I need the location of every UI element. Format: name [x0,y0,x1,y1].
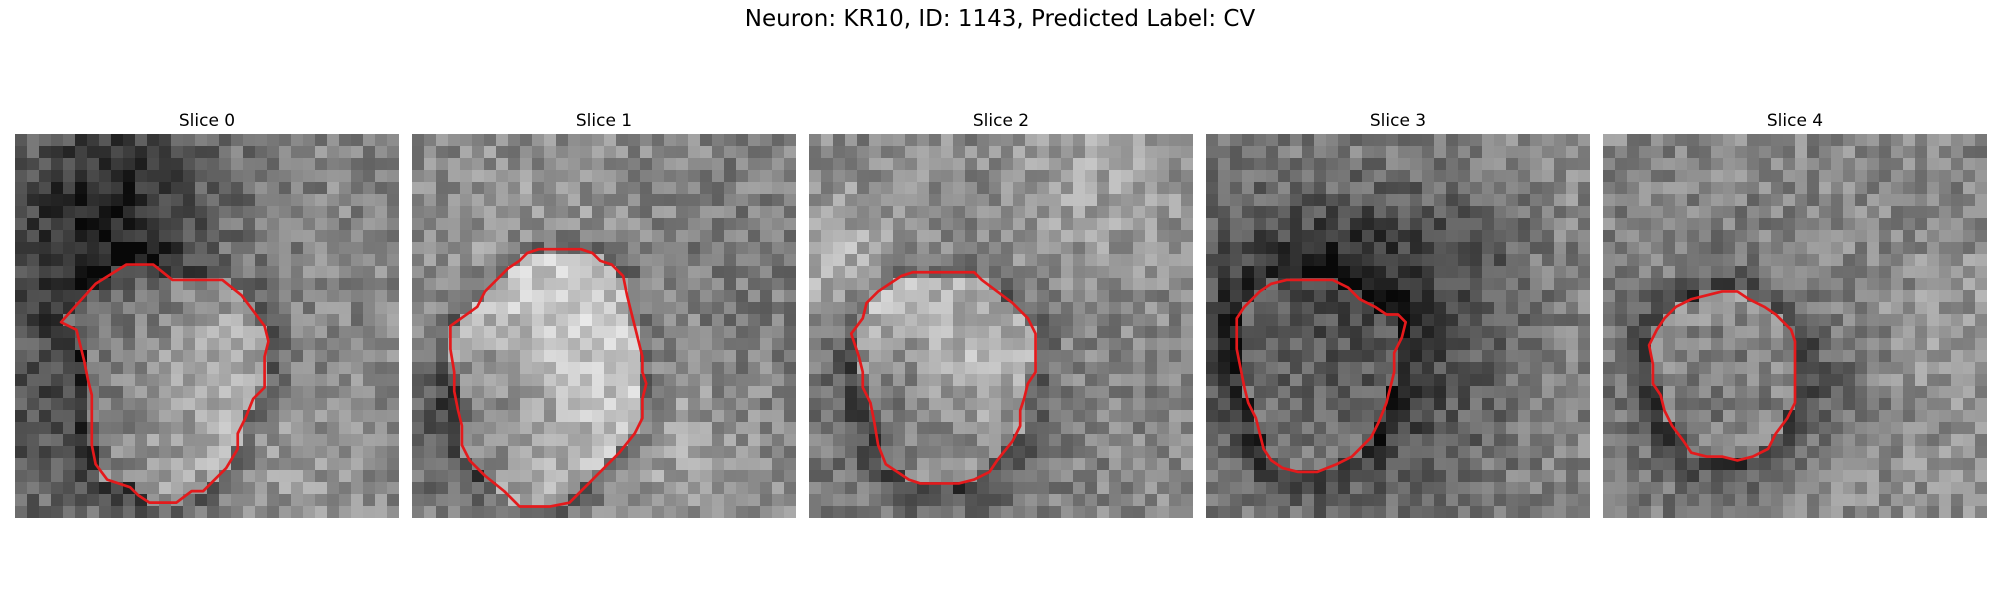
slice-panel-4: Slice 4 [1603,108,1987,518]
slice-image-2 [809,134,1193,518]
slice-panel-2: Slice 2 [809,108,1193,518]
slice-title-2: Slice 2 [972,111,1030,131]
slice-panel-3: Slice 3 [1206,108,1590,518]
slice-title-0: Slice 0 [178,111,236,131]
roi-outline [1235,278,1408,474]
pixel-grid [1603,134,1987,518]
slice-panel-0: Slice 0 [15,108,399,518]
roi-outline [59,263,270,504]
slice-title-3: Slice 3 [1369,111,1427,131]
pixel-grid [1206,134,1590,518]
slice-image-1 [412,134,796,518]
roi-outline [449,247,648,508]
slice-image-4 [1603,134,1987,518]
slice-image-0 [15,134,399,518]
figure-title: Neuron: KR10, ID: 1143, Predicted Label:… [744,6,1256,32]
slice-image-3 [1206,134,1590,518]
slice-title-1: Slice 1 [575,111,633,131]
roi-outline [1647,290,1797,462]
pixel-grid [15,134,399,518]
pixel-grid [809,134,1193,518]
slice-title-4: Slice 4 [1766,111,1824,131]
roi-outline [849,270,1037,485]
pixel-grid [412,134,796,518]
slice-panel-1: Slice 1 [412,108,796,518]
